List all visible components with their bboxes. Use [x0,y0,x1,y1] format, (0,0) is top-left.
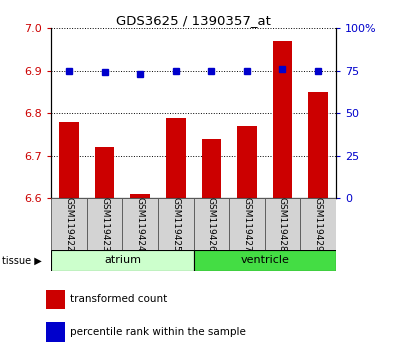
Text: tissue ▶: tissue ▶ [2,256,42,266]
Bar [265,198,300,250]
Bar [130,194,150,198]
Bar [194,198,229,250]
Text: GSM119423: GSM119423 [100,196,109,251]
Bar [51,198,87,250]
Bar [95,147,115,198]
Bar [45,290,65,309]
Bar [51,250,194,271]
Bar [300,198,336,250]
Text: percentile rank within the sample: percentile rank within the sample [70,327,246,337]
Bar [87,198,122,250]
Text: transformed count: transformed count [70,295,167,304]
Text: GSM119424: GSM119424 [136,196,145,251]
Title: GDS3625 / 1390357_at: GDS3625 / 1390357_at [116,14,271,27]
Bar [194,250,336,271]
Bar [201,139,221,198]
Text: GSM119427: GSM119427 [243,196,251,251]
Text: GSM119422: GSM119422 [65,196,73,251]
Bar [59,122,79,198]
Bar [166,118,186,198]
Bar [273,41,292,198]
Bar [308,92,328,198]
Text: atrium: atrium [104,255,141,265]
Text: GSM119428: GSM119428 [278,196,287,251]
Bar [237,126,257,198]
Bar [158,198,194,250]
Text: GSM119425: GSM119425 [171,196,180,251]
Text: GSM119426: GSM119426 [207,196,216,251]
Bar [45,322,65,342]
Text: GSM119429: GSM119429 [314,196,322,251]
Text: ventricle: ventricle [240,255,289,265]
Bar [229,198,265,250]
Bar [122,198,158,250]
